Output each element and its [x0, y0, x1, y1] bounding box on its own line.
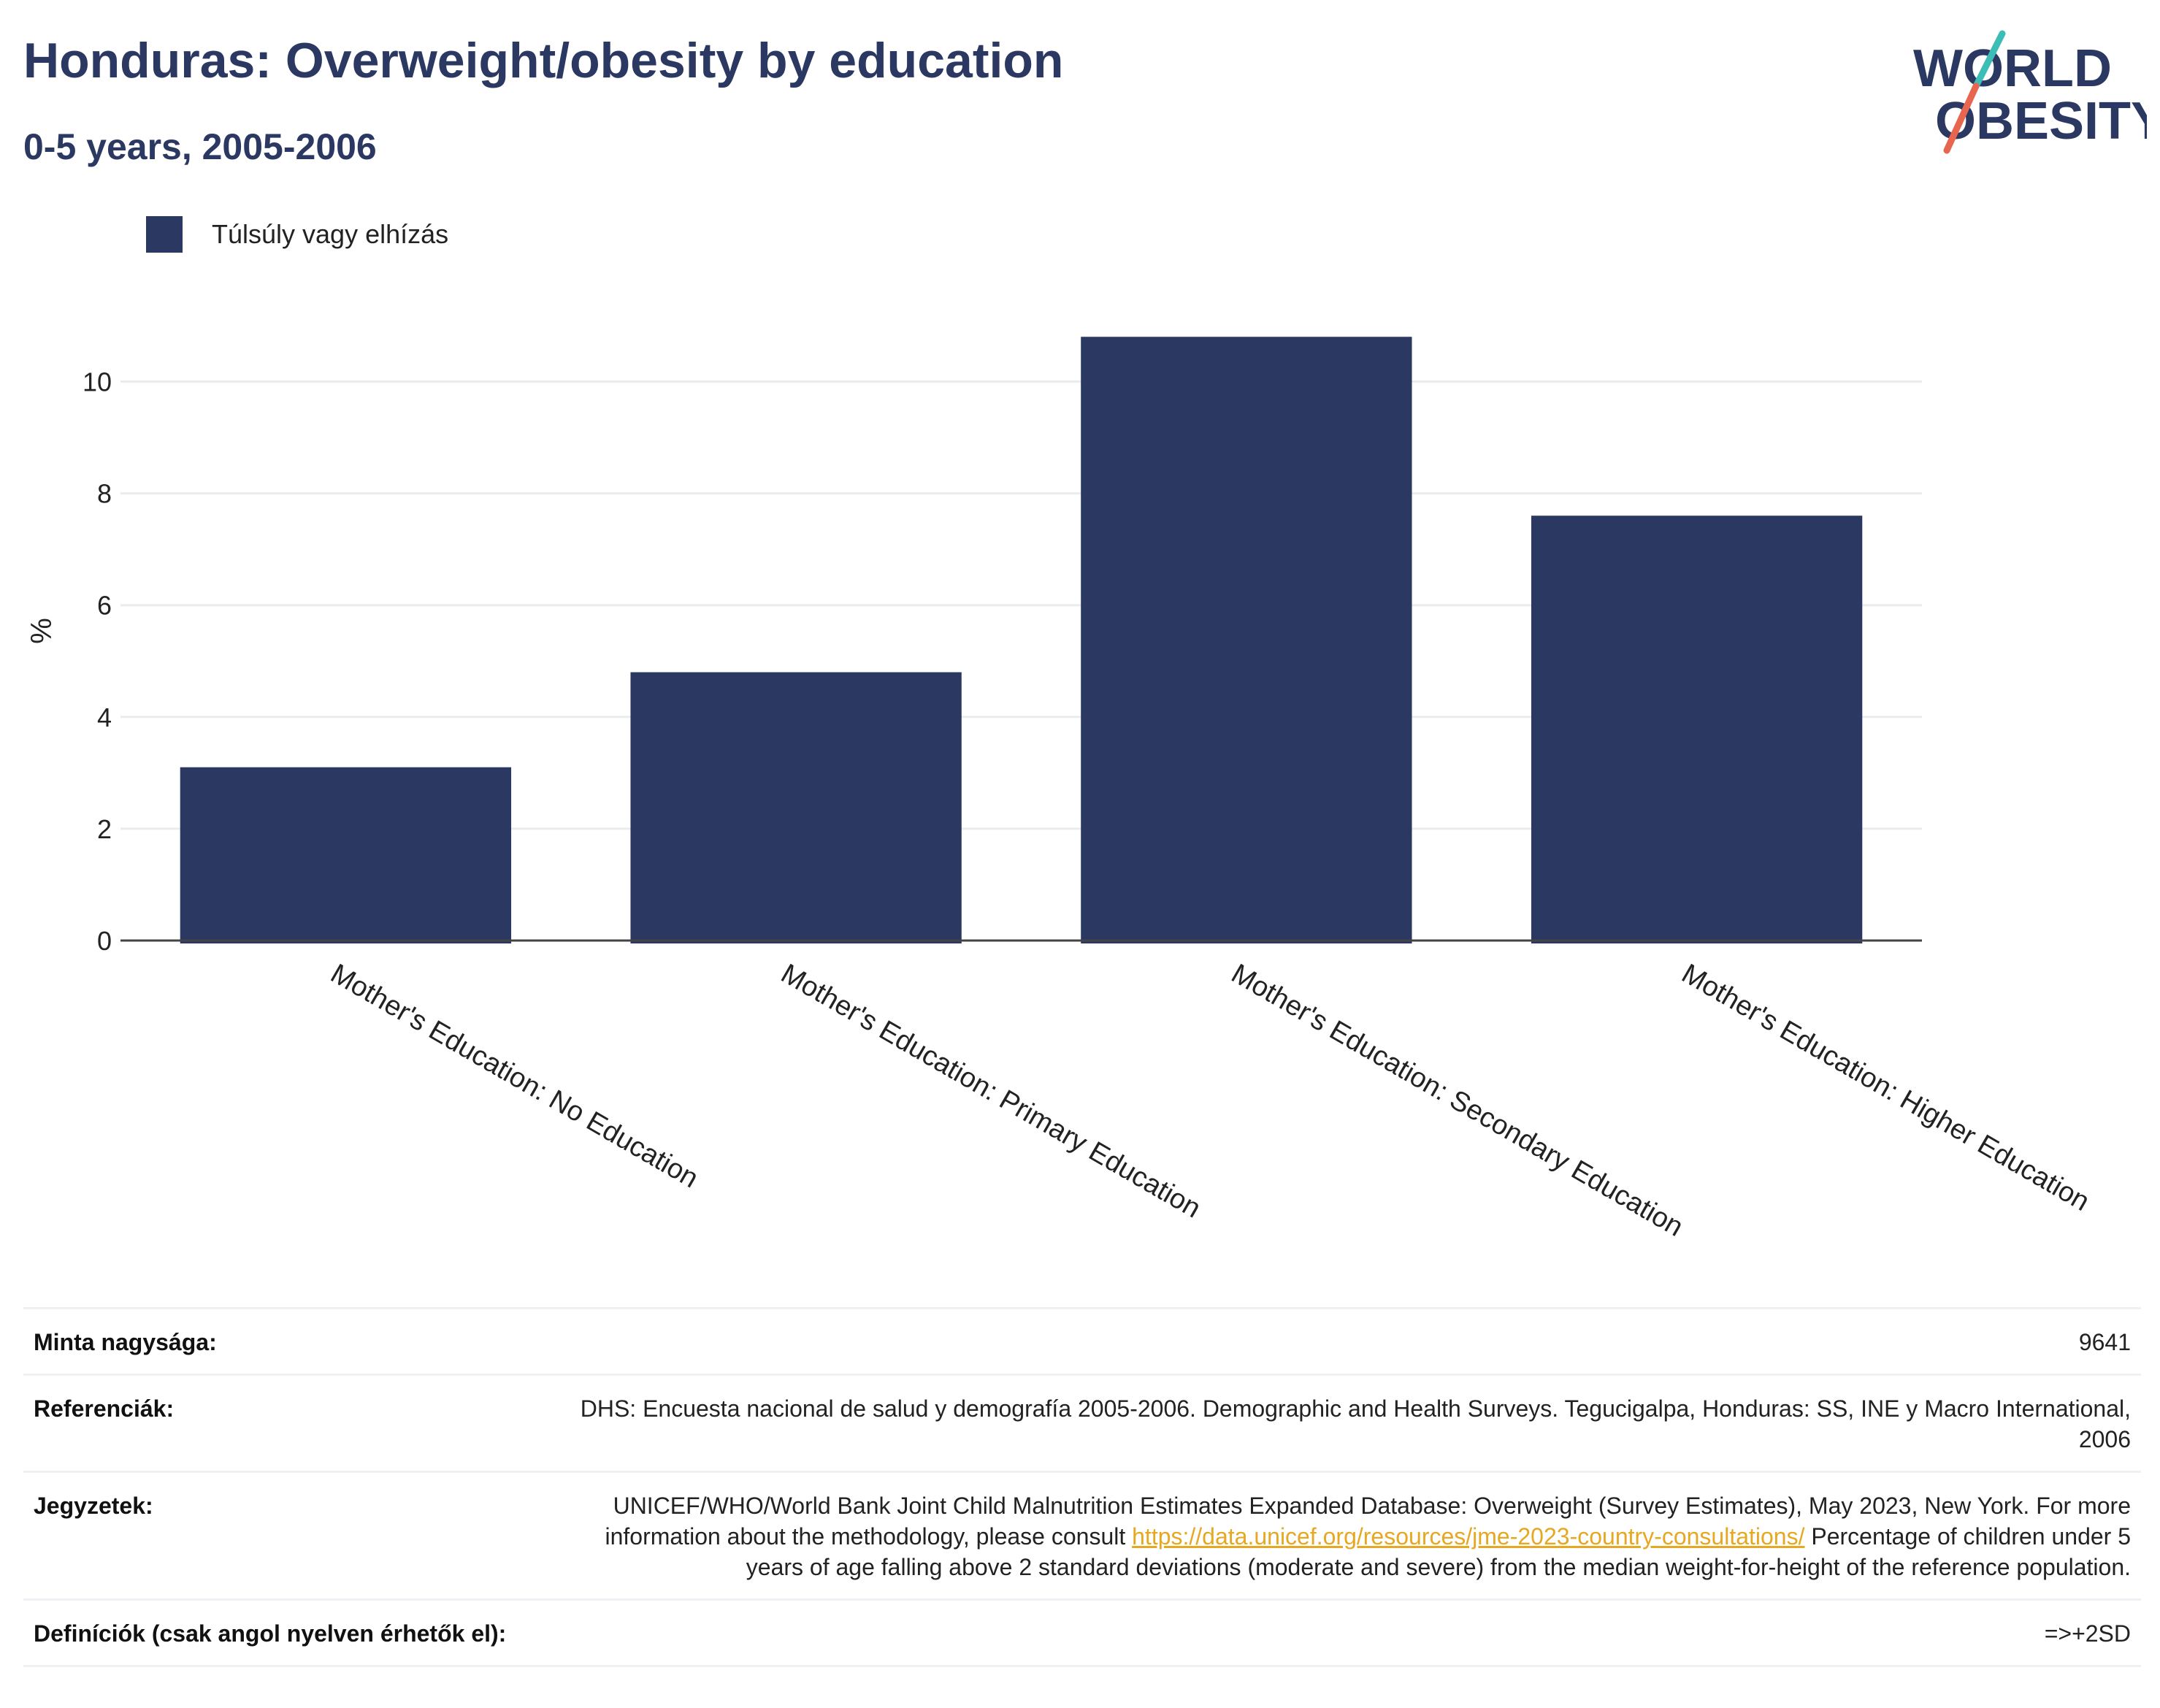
- y-axis-title: %: [26, 618, 58, 644]
- logo-slash-red: [1943, 83, 1980, 154]
- y-tick-label: 4: [97, 702, 112, 732]
- x-tick-label: Mother's Education: Secondary Education: [1226, 958, 1688, 1243]
- sample-size-label: Minta nagysága:: [34, 1329, 217, 1355]
- chart-legend: Túlsúly vagy elhízás: [146, 216, 448, 253]
- y-tick-label: 2: [97, 814, 112, 844]
- logo-slash-teal: [1972, 30, 2006, 90]
- references-row: Referenciák: DHS: Encuesta nacional de s…: [23, 1374, 2141, 1471]
- definitions-label: Definíciók (csak angol nyelven érhetők e…: [34, 1620, 507, 1647]
- world-obesity-logo: WORLD OBESITY: [1913, 30, 2147, 154]
- bar: [1531, 516, 1863, 943]
- notes-label: Jegyzetek:: [34, 1493, 153, 1519]
- x-tick-label: Mother's Education: Higher Education: [1677, 958, 2094, 1217]
- y-tick-label: 10: [83, 367, 112, 397]
- bar-chart: 0 2 4 6 8 10 Mother's Education: No Education M…: [26, 337, 2094, 1243]
- logo-word-world: WORLD: [1913, 39, 2112, 98]
- sample-size-value: 9641: [2078, 1329, 2131, 1355]
- notes-value: UNICEF/WHO/World Bank Joint Child Malnut…: [575, 1490, 2131, 1582]
- methodology-link[interactable]: https://data.unicef.org/resources/jme-20…: [1132, 1523, 1805, 1550]
- bars: [180, 337, 1863, 943]
- y-tick-label: 6: [97, 591, 112, 621]
- x-tick-label: Mother's Education: No Education: [326, 958, 704, 1194]
- notes-definition: Percentage of children under 5 years of …: [746, 1523, 2131, 1580]
- definitions-row: Definíciók (csak angol nyelven érhetők e…: [23, 1598, 2141, 1667]
- legend-swatch: [146, 216, 183, 253]
- bar: [1081, 337, 1412, 943]
- sample-size-row: Minta nagysága: 9641: [23, 1307, 2141, 1374]
- page-subtitle: 0-5 years, 2005-2006: [23, 126, 377, 167]
- definitions-value: =>+2SD: [2044, 1620, 2131, 1647]
- legend-label: Túlsúly vagy elhízás: [212, 219, 449, 249]
- notes-text: UNICEF/WHO/World Bank Joint Child Malnut…: [605, 1493, 2131, 1550]
- bar: [180, 767, 512, 943]
- x-tick-label: Mother's Education: Primary Education: [775, 958, 1206, 1224]
- references-value: DHS: Encuesta nacional de salud y demogr…: [580, 1395, 2131, 1452]
- references-label: Referenciák:: [34, 1395, 175, 1422]
- info-table: Minta nagysága: 9641 Referenciák: DHS: E…: [23, 1307, 2141, 1667]
- y-tick-label: 8: [97, 479, 112, 509]
- bar: [630, 672, 962, 943]
- page-title: Honduras: Overweight/obesity by educatio…: [23, 33, 1064, 88]
- y-tick-label: 0: [97, 926, 112, 956]
- notes-row: Jegyzetek: UNICEF/WHO/World Bank Joint C…: [23, 1471, 2141, 1598]
